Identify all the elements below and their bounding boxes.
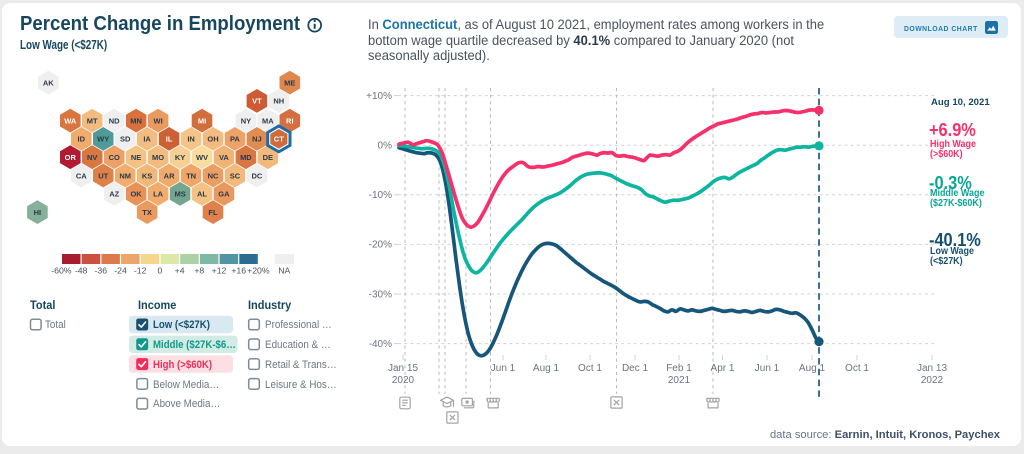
- svg-text:IL: IL: [166, 135, 173, 144]
- svg-text:AZ: AZ: [109, 190, 119, 199]
- svg-text:NE: NE: [131, 153, 141, 162]
- svg-text:-60%: -60%: [51, 266, 72, 276]
- svg-text:KY: KY: [175, 153, 185, 162]
- svg-text:Aug 1: Aug 1: [799, 363, 826, 374]
- svg-text:-10%: -10%: [369, 190, 392, 201]
- svg-text:OK: OK: [130, 190, 142, 199]
- svg-text:WV: WV: [196, 153, 208, 162]
- svg-text:MA: MA: [262, 116, 274, 125]
- svg-text:ND: ND: [109, 116, 120, 125]
- svg-text:+10%: +10%: [366, 91, 392, 102]
- svg-text:-48: -48: [75, 266, 88, 276]
- svg-text:-24: -24: [114, 266, 127, 276]
- svg-text:+12: +12: [212, 266, 227, 276]
- svg-text:NY: NY: [241, 116, 251, 125]
- svg-text:2022: 2022: [921, 375, 944, 386]
- svg-text:Feb 1: Feb 1: [666, 363, 692, 374]
- svg-text:AK: AK: [43, 78, 54, 87]
- svg-text:TN: TN: [186, 171, 196, 180]
- svg-text:CA: CA: [76, 171, 87, 180]
- svg-text:AR: AR: [164, 171, 175, 180]
- svg-text:0%: 0%: [378, 141, 393, 152]
- svg-text:NJ: NJ: [252, 135, 262, 144]
- svg-text:NA: NA: [278, 266, 290, 276]
- svg-text:ME: ME: [284, 78, 295, 87]
- svg-text:NC: NC: [208, 171, 219, 180]
- svg-text:2020: 2020: [392, 375, 415, 386]
- svg-text:Apr 1: Apr 1: [711, 363, 735, 374]
- svg-text:HI: HI: [34, 208, 42, 217]
- svg-text:NV: NV: [87, 153, 97, 162]
- svg-text:-36: -36: [95, 266, 108, 276]
- svg-text:PA: PA: [230, 135, 240, 144]
- svg-text:OH: OH: [207, 135, 218, 144]
- svg-text:SD: SD: [120, 135, 131, 144]
- svg-text:Jun 1: Jun 1: [491, 363, 516, 374]
- svg-text:MD: MD: [240, 153, 252, 162]
- svg-text:-30%: -30%: [369, 289, 392, 300]
- svg-text:MI: MI: [198, 116, 206, 125]
- svg-text:CO: CO: [109, 153, 120, 162]
- svg-text:OR: OR: [65, 153, 77, 162]
- svg-text:IA: IA: [143, 135, 151, 144]
- svg-text:+20%: +20%: [247, 266, 270, 276]
- svg-text:MN: MN: [130, 116, 142, 125]
- svg-text:Oct 1: Oct 1: [845, 363, 869, 374]
- svg-text:Jan 15: Jan 15: [388, 363, 418, 374]
- svg-text:VA: VA: [219, 153, 229, 162]
- svg-text:+16: +16: [231, 266, 246, 276]
- svg-text:-20%: -20%: [369, 240, 392, 251]
- svg-text:GA: GA: [218, 190, 230, 199]
- svg-text:MS: MS: [174, 190, 185, 199]
- svg-text:WY: WY: [97, 135, 109, 144]
- svg-text:Oct 1: Oct 1: [578, 363, 602, 374]
- svg-text:-40%: -40%: [369, 339, 392, 350]
- svg-text:DE: DE: [263, 153, 273, 162]
- svg-text:Jan 13: Jan 13: [917, 363, 947, 374]
- svg-text:WI: WI: [154, 116, 163, 125]
- svg-text:KS: KS: [142, 171, 152, 180]
- svg-text:+4: +4: [175, 266, 185, 276]
- svg-text:ID: ID: [78, 135, 86, 144]
- svg-text:MT: MT: [87, 116, 98, 125]
- svg-text:TX: TX: [142, 208, 152, 217]
- svg-text:+8: +8: [194, 266, 204, 276]
- svg-text:NM: NM: [119, 171, 131, 180]
- svg-text:UT: UT: [98, 171, 108, 180]
- svg-text:-12: -12: [134, 266, 147, 276]
- svg-text:AL: AL: [197, 190, 207, 199]
- svg-text:WA: WA: [64, 116, 77, 125]
- svg-text:VT: VT: [252, 97, 262, 106]
- svg-text:Jun 1: Jun 1: [755, 363, 780, 374]
- svg-text:MO: MO: [152, 153, 164, 162]
- svg-text:NH: NH: [273, 97, 284, 106]
- svg-text:2021: 2021: [668, 375, 691, 386]
- svg-text:DC: DC: [251, 171, 262, 180]
- svg-text:Dec 1: Dec 1: [622, 363, 649, 374]
- svg-text:CT: CT: [274, 135, 284, 144]
- svg-text:LA: LA: [153, 190, 164, 199]
- svg-text:IN: IN: [187, 135, 195, 144]
- svg-text:SC: SC: [230, 171, 241, 180]
- svg-text:Aug 1: Aug 1: [533, 363, 560, 374]
- svg-text:RI: RI: [286, 116, 294, 125]
- svg-text:FL: FL: [208, 208, 218, 217]
- svg-text:0: 0: [157, 266, 162, 276]
